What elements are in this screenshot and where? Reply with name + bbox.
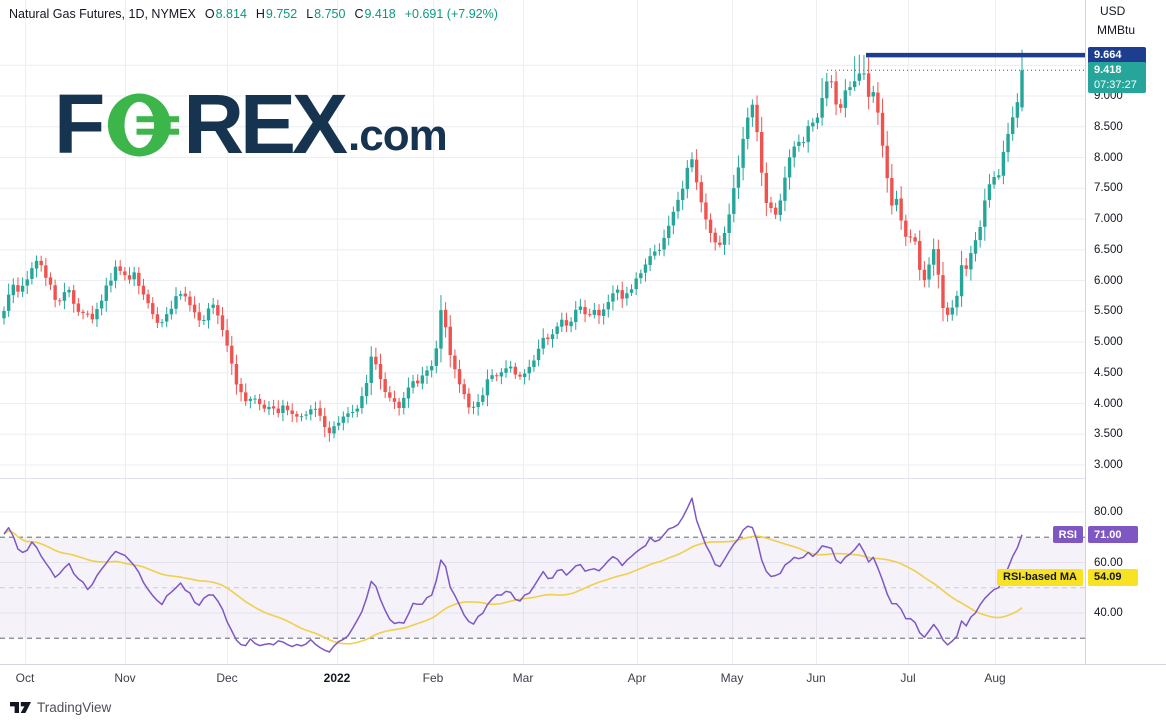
time-axis-label: Jul — [900, 671, 916, 685]
price-tick-label: 7.500 — [1094, 182, 1123, 195]
time-axis-label: Nov — [114, 671, 136, 685]
resistance-price-tag: 9.664 — [1088, 46, 1146, 64]
price-axis[interactable]: USD MMBtu 9.000 8.500 8.000 7.500 7.000 6.500… — [1085, 0, 1166, 664]
time-axis-label: Oct — [15, 671, 35, 685]
price-tick-label: 3.000 — [1094, 459, 1123, 471]
time-axis-label: Dec — [216, 671, 238, 685]
last-price-tag: 9.418 07:37:27 — [1088, 62, 1146, 94]
time-axis-label: Aug — [984, 671, 1006, 685]
time-axis-label: Jun — [806, 671, 826, 685]
price-change: +0.691 (+7.92%) — [404, 7, 498, 21]
forex-o-icon — [106, 88, 180, 162]
time-axis-label: 2022 — [323, 671, 351, 685]
rsi-indicator — [3, 497, 1023, 653]
tradingview-logo[interactable]: TradingView — [10, 700, 111, 715]
ohlc-close: C 9.418 — [354, 7, 396, 21]
rsi-value-tag: 71.00 — [1088, 526, 1138, 544]
axis-currency-label: USD — [1100, 4, 1126, 18]
price-tick-label: 8.500 — [1094, 120, 1123, 133]
time-axis-label: Mar — [512, 671, 534, 685]
tradingview-label: TradingView — [37, 700, 112, 715]
grid-lines — [0, 0, 1166, 664]
rsi-tick-label: 80.00 — [1094, 506, 1123, 518]
price-tick-label: 8.000 — [1094, 151, 1123, 164]
last-price-value: 9.418 — [1094, 63, 1122, 76]
price-tick-label: 4.500 — [1094, 366, 1123, 379]
forex-logo-com: .com — [348, 111, 448, 160]
forex-logo-rex: REX — [183, 77, 348, 171]
price-tick-label: 6.500 — [1094, 243, 1123, 256]
time-axis-label: Feb — [422, 671, 444, 685]
time-axis-label: Apr — [627, 671, 647, 685]
ohlc-high: H 9.752 — [255, 7, 298, 21]
ohlc-low: L 8.750 — [306, 7, 346, 21]
rsi-ma-indicator-tag[interactable]: RSI-based MA — [997, 568, 1083, 586]
price-tick-label: 5.500 — [1094, 305, 1123, 318]
tradingview-icon — [10, 700, 31, 715]
rsi-band — [0, 536, 1085, 639]
price-tick-label: 7.000 — [1094, 213, 1123, 225]
candlestick-series — [2, 49, 1024, 442]
price-lines — [827, 52, 1085, 71]
rsi-tick-label: 40.00 — [1094, 607, 1123, 619]
rsi-tick-label: 60.00 — [1094, 556, 1123, 569]
price-tick-label: 3.500 — [1094, 428, 1123, 441]
price-tick-label: 6.000 — [1094, 274, 1123, 287]
time-axis[interactable]: Oct Nov Dec 2022 Feb Mar Apr May Jun Jul Aug — [0, 664, 1166, 692]
price-tick-label: 4.000 — [1094, 397, 1123, 410]
symbol-title: Natural Gas Futures, 1D, NYMEX — [9, 7, 196, 21]
rsi-indicator-tag[interactable]: RSI — [1052, 526, 1083, 544]
bar-countdown: 07:37:27 — [1094, 78, 1137, 91]
forex-logo: F REX .com — [54, 77, 448, 171]
forex-logo-f: F — [54, 77, 105, 171]
price-tick-label: 5.000 — [1094, 336, 1123, 348]
ohlc-open: O 8.814 — [204, 7, 247, 21]
time-axis-label: May — [720, 671, 744, 685]
axis-unit-label: MMBtu — [1097, 23, 1136, 37]
rsi-ma-value-tag: 54.09 — [1088, 568, 1138, 586]
